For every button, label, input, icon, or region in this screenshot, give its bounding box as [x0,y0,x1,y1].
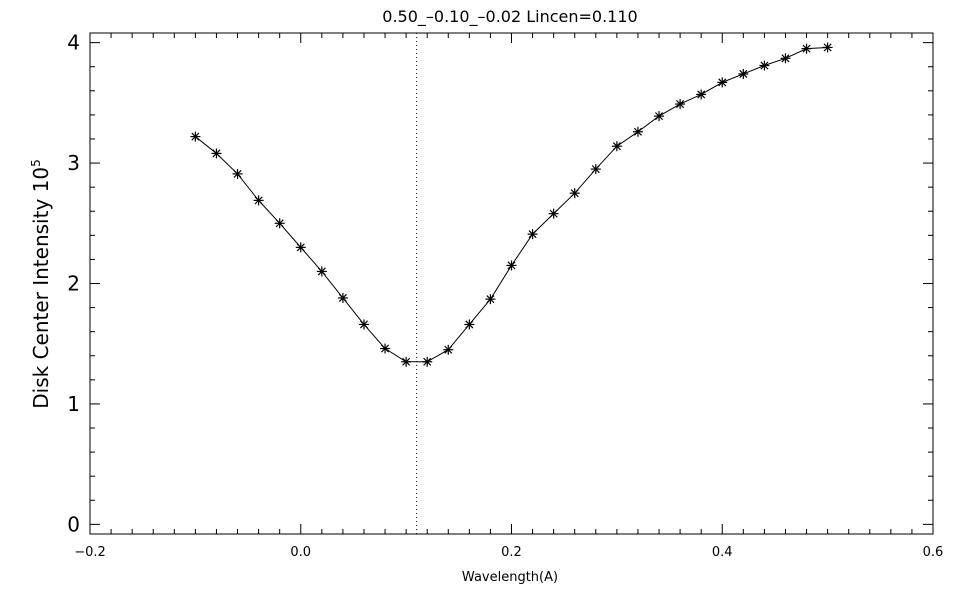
asterisk-stroke [697,90,706,99]
data-point [527,229,538,240]
data-point [780,53,791,64]
data-point [759,60,770,71]
plot-area [89,32,934,535]
asterisk-stroke [718,78,727,87]
y-tick-labels: 0 1 2 3 4 [67,31,80,537]
y-axis-label-exponent: 5 [29,159,43,167]
asterisk-stroke [317,267,326,276]
data-point [464,319,475,330]
data-point [717,77,728,88]
asterisk-stroke [338,293,347,302]
data-point [696,89,707,100]
data-point [253,195,264,206]
asterisk-stroke [296,243,305,252]
data-point [548,208,559,219]
x-axis-label: Wavelength(A) [462,570,558,585]
chart-title: 0.50_–0.10_–0.02 Lincen=0.110 [382,7,637,27]
asterisk-stroke [254,196,263,205]
data-point [506,260,517,271]
asterisk-stroke [275,219,284,228]
data-point [274,218,285,229]
y-axis-label: Disk Center Intensity 105 [29,159,53,409]
asterisk-stroke [739,69,748,78]
data-point [801,43,812,54]
asterisk-stroke [823,43,832,52]
asterisk-stroke [612,142,621,151]
asterisk-stroke [381,344,390,353]
data-point [590,164,601,175]
asterisk-stroke [444,345,453,354]
data-point [316,266,327,277]
asterisk-stroke [486,295,495,304]
data-point [401,356,412,367]
x-tick-label: 0.4 [712,545,733,560]
x-tick-label: 0.6 [923,545,944,560]
data-point [569,188,580,199]
y-tick-label: 2 [67,272,80,296]
asterisk-stroke [802,44,811,53]
asterisk-stroke [212,149,221,158]
asterisk-stroke [676,100,685,109]
data-point [611,141,622,152]
data-point [654,111,665,122]
y-axis-label-text: Disk Center Intensity 10 [29,167,53,409]
asterisk-stroke [191,132,200,141]
asterisk-stroke [233,169,242,178]
asterisk-stroke [655,112,664,121]
asterisk-stroke [760,61,769,70]
data-point [232,168,243,179]
asterisk-stroke [507,261,516,270]
data-points [190,42,833,367]
data-point [632,126,643,137]
x-tick-label: 0.2 [501,545,522,560]
asterisk-stroke [465,320,474,329]
data-point [211,148,222,159]
asterisk-stroke [570,189,579,198]
data-point [422,356,433,367]
x-tick-label: −0.2 [74,545,106,560]
data-point [295,242,306,253]
data-point [190,131,201,142]
y-tick-label: 1 [67,392,80,416]
data-point [443,344,454,355]
data-point [358,319,369,330]
asterisk-stroke [402,357,411,366]
asterisk-stroke [591,165,600,174]
asterisk-stroke [423,357,432,366]
data-point [337,292,348,303]
y-tick-label: 4 [67,31,80,55]
asterisk-stroke [528,230,537,239]
plot-frame [89,32,934,535]
data-point [675,99,686,110]
data-point [485,294,496,305]
data-point [380,343,391,354]
series-line [195,46,828,363]
asterisk-stroke [633,127,642,136]
x-tick-label: 0.0 [290,545,311,560]
y-tick-label: 0 [67,512,80,536]
y-tick-label: 3 [67,151,80,175]
x-tick-labels: −0.2 0.0 0.2 0.4 0.6 [74,545,943,560]
asterisk-stroke [549,209,558,218]
data-point [738,68,749,79]
axis-ticks [89,33,934,534]
asterisk-stroke [359,320,368,329]
data-point [822,42,833,53]
asterisk-stroke [781,54,790,63]
